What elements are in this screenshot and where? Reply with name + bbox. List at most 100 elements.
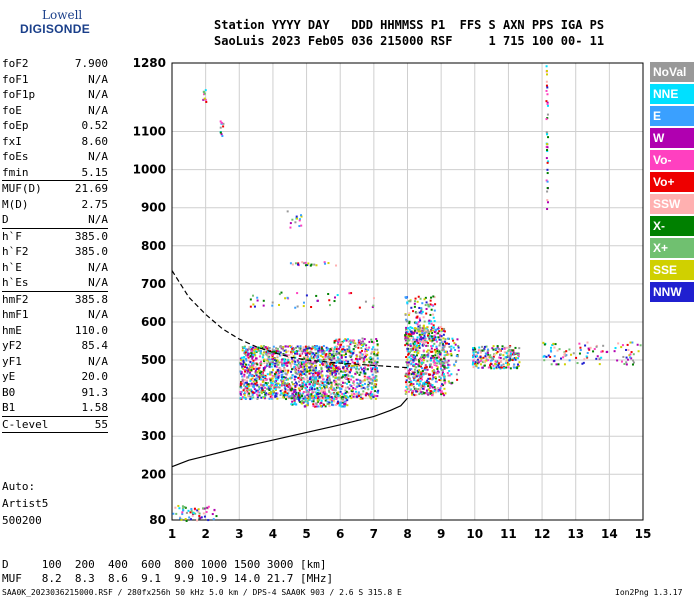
echo-point <box>420 328 423 331</box>
echo-point <box>406 327 409 330</box>
echo-point <box>437 328 440 331</box>
echo-point <box>264 381 267 384</box>
echo-point <box>294 366 297 369</box>
echo-point <box>557 363 560 366</box>
param-name: hmF2 <box>2 292 29 306</box>
echo-point <box>344 381 347 384</box>
param-value: 0.52 <box>81 119 109 132</box>
echo-point <box>407 361 410 364</box>
echo-point <box>422 327 425 330</box>
echo-point <box>416 382 419 385</box>
echo-point <box>439 379 442 382</box>
echo-point <box>433 358 436 361</box>
echo-point <box>202 98 205 101</box>
param-value: N/A <box>88 150 108 163</box>
echo-point <box>250 362 253 365</box>
echo-point <box>450 348 453 351</box>
echo-point <box>247 368 250 371</box>
echo-point <box>286 210 289 213</box>
echo-point <box>298 361 301 364</box>
echo-point <box>266 387 269 390</box>
echo-point <box>300 214 303 217</box>
echo-point <box>255 374 258 377</box>
echo-point <box>296 372 299 375</box>
echo-point <box>428 322 431 325</box>
echo-point <box>248 359 251 362</box>
echo-point <box>262 390 265 393</box>
echo-point <box>314 396 317 399</box>
echo-point <box>433 334 436 337</box>
echo-point <box>629 341 632 344</box>
echo-point <box>373 384 376 387</box>
echo-point <box>266 348 269 351</box>
echo-point <box>294 375 297 378</box>
echo-point <box>260 345 263 348</box>
param-value: 385.0 <box>74 245 108 258</box>
echo-point <box>436 368 439 371</box>
param-row: yF2 85.4 <box>2 338 108 354</box>
echo-point <box>516 367 519 370</box>
echo-point <box>256 393 259 396</box>
echo-point <box>175 512 178 515</box>
echo-point <box>405 385 408 388</box>
echo-point <box>277 303 280 306</box>
echo-point <box>414 297 417 300</box>
echo-point <box>308 366 311 369</box>
echo-point <box>285 359 288 362</box>
echo-point <box>413 394 416 397</box>
echo-point <box>477 366 480 369</box>
echo-point <box>302 356 305 359</box>
echo-point <box>357 344 360 347</box>
echo-point <box>427 330 430 333</box>
echo-point <box>185 511 188 514</box>
echo-point <box>418 342 421 345</box>
echo-point <box>356 361 359 364</box>
echo-point <box>409 359 412 362</box>
profile-trace-dashed <box>171 270 408 369</box>
echo-point <box>261 346 264 349</box>
echo-point <box>500 366 503 369</box>
param-value: N/A <box>88 354 108 368</box>
echo-point <box>320 380 323 383</box>
echo-point <box>364 393 367 396</box>
param-value: 7.900 <box>74 57 108 70</box>
echo-point <box>600 356 603 359</box>
echo-point <box>347 374 350 377</box>
echo-point <box>199 517 202 520</box>
echo-point <box>369 379 372 382</box>
echo-point <box>355 370 358 373</box>
echo-point <box>264 346 267 349</box>
echo-point <box>442 329 445 332</box>
param-value: 2.75 <box>81 197 109 211</box>
echo-point <box>293 394 296 397</box>
echo-point <box>263 366 266 369</box>
param-value: 55 <box>94 417 108 431</box>
echo-point <box>245 385 248 388</box>
echo-point <box>340 356 343 359</box>
echo-point <box>330 387 333 390</box>
echo-point <box>341 381 344 384</box>
echo-point <box>306 264 309 267</box>
echo-point <box>444 350 447 353</box>
echo-point <box>347 340 350 343</box>
echo-point <box>328 304 331 307</box>
echo-point <box>414 388 417 391</box>
echo-point <box>320 396 323 399</box>
echo-point <box>271 363 274 366</box>
echo-point <box>315 381 318 384</box>
echo-point <box>361 344 364 347</box>
echo-point <box>274 384 277 387</box>
echo-point <box>367 384 370 387</box>
echo-point <box>290 376 293 379</box>
echo-point <box>366 385 369 388</box>
echo-point <box>434 338 437 341</box>
echo-point <box>339 404 342 407</box>
echo-point <box>281 373 284 376</box>
echo-point <box>314 366 317 369</box>
echo-point <box>546 208 549 211</box>
echo-point <box>346 370 349 373</box>
echo-point <box>517 353 520 356</box>
echo-point <box>492 355 495 358</box>
echo-point <box>375 379 378 382</box>
echo-point <box>364 382 367 385</box>
